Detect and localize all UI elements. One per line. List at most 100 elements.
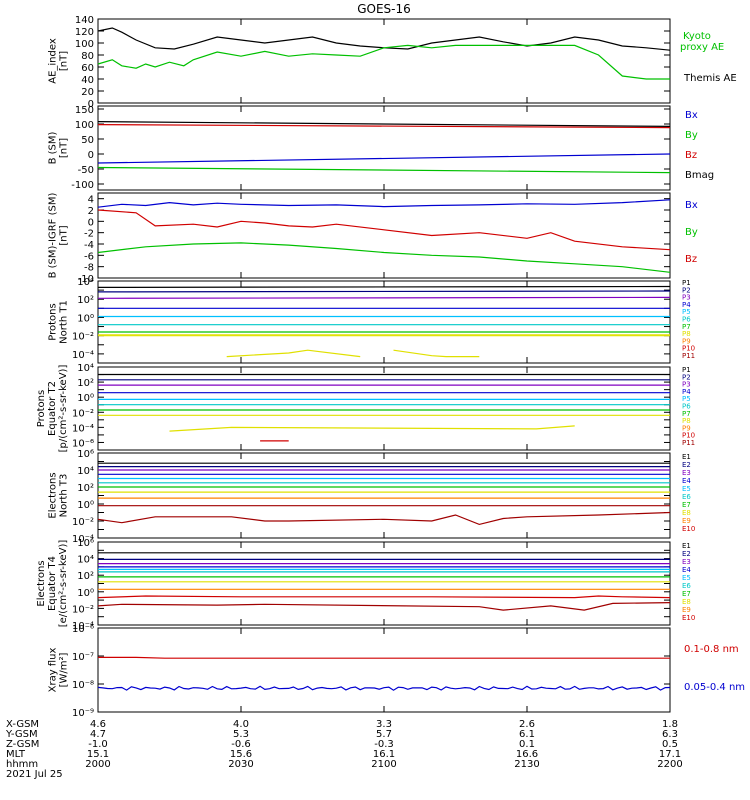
legend-e3-e9: E9 (682, 517, 691, 525)
legend-e4-e9: E9 (682, 606, 691, 614)
x-row-label: X-GSM (6, 719, 39, 730)
y-tick-label: 0 (88, 99, 94, 110)
y-axis-label: North T1 (59, 300, 70, 344)
panel-frame (97, 18, 671, 104)
x-tick-value: 3.3 (376, 719, 392, 730)
legend-e4-e6: E6 (682, 582, 691, 590)
y-tick-label: 2 (88, 206, 94, 217)
series-0-1-0-8-nm (98, 656, 670, 659)
y-tick-label: 10⁻⁷ (72, 652, 94, 663)
legend-p2-p4: P4 (682, 388, 691, 396)
series-p11 (393, 349, 480, 358)
x-tick-value: 0.5 (662, 739, 678, 750)
y-tick-label: 140 (75, 15, 94, 26)
y-tick-label: 10⁴ (77, 555, 94, 566)
y-axis-label: AE_index (48, 38, 59, 84)
series-by (97, 242, 671, 273)
y-tick-label: 0 (88, 150, 94, 161)
y-tick-label: 10⁻⁶ (72, 624, 94, 635)
legend-bdiff-by: By (685, 227, 698, 238)
legend-p2-p8: P8 (682, 417, 691, 425)
legend-p1-p8: P8 (682, 330, 691, 338)
legend-p2-p6: P6 (682, 403, 691, 411)
y-tick-label: 10⁻² (72, 332, 94, 343)
y-tick-label: 10⁴ (77, 466, 94, 477)
series-bx (97, 153, 671, 164)
legend-p2-p11: P11 (682, 439, 695, 447)
panel-xray: 10⁻⁶ 10⁻⁷ 10⁻⁸ 10⁻⁹ Xray flux [W/m²] (48, 624, 671, 719)
y-tick-label: 120 (75, 27, 94, 38)
y-axis-label: Xray flux (48, 648, 59, 693)
y-tick-label: 10⁻⁴ (72, 621, 94, 632)
legend-p2-p5: P5 (682, 395, 691, 403)
x-tick-value: 5.3 (233, 729, 249, 740)
x-tick-value: 4.0 (233, 719, 249, 730)
y-tick-label: -2 (84, 229, 94, 240)
y-tick-label: 10⁶ (77, 538, 94, 549)
legend-p1-p5: P5 (682, 308, 691, 316)
x-tick-value: 15.1 (87, 749, 109, 760)
legend-p2-p9: P9 (682, 424, 691, 432)
y-tick-label: -8 (84, 263, 94, 274)
y-tick-label: 50 (81, 135, 94, 146)
y-axis-label: [nT] (59, 51, 70, 71)
x-row-label: 2021 Jul 25 (6, 769, 63, 780)
x-tick-value: 2200 (657, 759, 682, 770)
y-tick-label: 10² (77, 571, 94, 582)
y-tick-label: 20 (81, 87, 94, 98)
y-axis-label: [W/m²] (59, 652, 70, 687)
y-tick-label: 10⁰ (77, 313, 94, 324)
panel-frame (97, 280, 671, 364)
y-tick-label: 100 (75, 120, 94, 131)
y-tick-label: 10⁻⁴ (72, 350, 94, 361)
series-p3 (97, 296, 671, 299)
x-tick-value: 16.6 (516, 749, 538, 760)
y-tick-label: 10⁻⁴ (72, 423, 94, 434)
y-tick-label: 10⁻⁴ (72, 534, 94, 545)
legend-xray-long: 0.1-0.8 nm (684, 644, 739, 655)
y-tick-label: 150 (75, 105, 94, 116)
y-tick-label: 10⁻⁹ (72, 708, 94, 719)
legend-kyoto: Kyoto (683, 31, 711, 42)
legend-e4-e4: E4 (682, 566, 691, 574)
y-tick-label: 100 (75, 39, 94, 50)
y-axis-label: Protons (48, 303, 59, 340)
y-axis-label: [nT] (59, 225, 70, 245)
y-tick-label: 0 (88, 217, 94, 228)
y-axis-label: B (SM) (48, 131, 59, 164)
panel-e3: 10⁶ 10⁴ 10² 10⁰ 10⁻² 10⁻⁴ Electrons North T3 (48, 449, 671, 545)
legend-e3-e7: E7 (682, 501, 691, 509)
legend-e3-e6: E6 (682, 493, 691, 501)
legend-e3-e2: E2 (682, 461, 691, 469)
legend-bsm-bz: Bz (685, 150, 697, 161)
legend-p2-p3: P3 (682, 381, 691, 389)
y-tick-label: 10⁻⁸ (72, 680, 94, 691)
legend-p1-p2: P2 (682, 286, 691, 294)
y-axis-label: Equator T2 (47, 381, 58, 436)
y-axis-label: Electrons (48, 472, 59, 518)
legend-e4-e5: E5 (682, 574, 691, 582)
x-tick-value: -0.6 (231, 739, 251, 750)
x-tick-value: 6.3 (662, 729, 678, 740)
legend-p1-p11: P11 (682, 352, 695, 360)
legend-bdiff-bx: Bx (685, 200, 698, 211)
series-p2 (97, 290, 671, 293)
x-tick-value: 2130 (514, 759, 539, 770)
y-tick-label: 10⁰ (77, 588, 94, 599)
y-tick-label: -4 (84, 240, 94, 251)
legend-e3-e4: E4 (682, 477, 691, 485)
series-kyoto-proxy-ae (97, 44, 670, 80)
y-tick-label: -50 (78, 165, 94, 176)
legend-p1-p3: P3 (682, 294, 691, 302)
legend-bdiff-bz: Bz (685, 254, 697, 265)
x-tick-value: 4.6 (90, 719, 106, 730)
x-tick-value: 6.1 (519, 729, 535, 740)
y-tick-label: 40 (81, 75, 94, 86)
legend-e4-e7: E7 (682, 590, 691, 598)
legend-p2-p10: P10 (682, 432, 695, 440)
y-tick-label: 10⁻² (72, 517, 94, 528)
legend-p1-p9: P9 (682, 337, 691, 345)
y-tick-label: -10 (78, 274, 94, 285)
x-tick-value: 2.6 (519, 719, 535, 730)
legend-e3-e5: E5 (682, 485, 691, 493)
